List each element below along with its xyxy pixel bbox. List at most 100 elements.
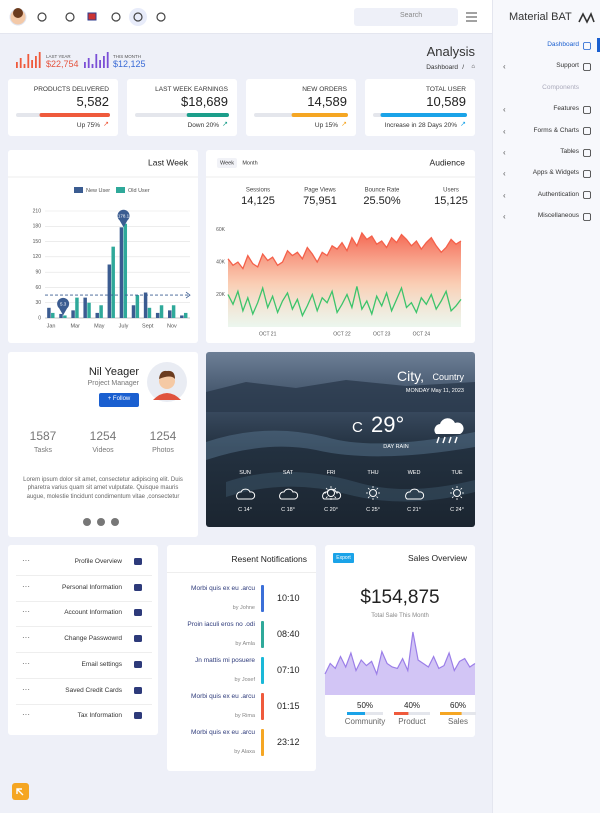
sales-subtitle: Total Sale This Month: [371, 613, 429, 619]
sparkline-bar: [87, 58, 90, 68]
bar: [83, 297, 87, 318]
trend-icon: ↗: [341, 121, 347, 128]
forecast-temp: C 14°: [238, 507, 252, 513]
settings-item[interactable]: Email settings: [81, 660, 122, 668]
tab[interactable]: Month: [242, 160, 257, 166]
sun-ray: [367, 496, 370, 499]
notification-marker: [261, 657, 264, 684]
chart-title: Audience: [430, 157, 466, 167]
sun-ray: [460, 487, 463, 490]
cloud: [236, 488, 256, 500]
stat-value: 10,589: [426, 94, 466, 109]
divider: [16, 575, 152, 576]
sidebar-item[interactable]: Dashboard: [547, 41, 579, 48]
stat-footer: Up 15%: [314, 122, 338, 129]
sidebar-item[interactable]: Tables: [560, 148, 579, 155]
stat-value: 5,582: [76, 94, 109, 109]
cloud: [279, 488, 299, 500]
x-tick-label: May: [94, 323, 105, 329]
card-notifications: Resent Notifications Morbi quis ex eu .ar…: [167, 545, 316, 771]
settings-item[interactable]: Saved Credit Cards: [65, 686, 122, 694]
stat-card: TOTAL USER 10,589 Increase in 28 Days 20% ↗: [365, 79, 475, 136]
forecast-icon: [236, 488, 256, 500]
top-icon[interactable]: [156, 12, 166, 22]
top-icon[interactable]: [133, 12, 143, 22]
bar: [95, 312, 99, 318]
x-tick-label: OCT 24: [413, 331, 431, 337]
settings-item[interactable]: Personal Information: [62, 583, 122, 591]
flag-icon[interactable]: [87, 12, 97, 21]
bar: [75, 297, 79, 318]
icon-highlight: [129, 8, 147, 26]
sidebar-item[interactable]: Miscellaneous: [537, 212, 579, 220]
bar: [143, 292, 148, 318]
social-icon[interactable]: [97, 518, 105, 526]
y-tick-label: 40K: [216, 259, 226, 265]
icon-shape: [583, 169, 591, 178]
brand-logo: [578, 12, 595, 24]
settings-icon: [134, 686, 142, 694]
card-last-week: Last Week New User Old User 0 30 60 90 120 150 18…: [8, 150, 198, 343]
top-icon[interactable]: [37, 12, 47, 22]
kpi-label: Users: [443, 188, 459, 194]
social-icon[interactable]: [83, 518, 91, 526]
sparkline-bar: [91, 64, 94, 68]
bar-fill: [394, 712, 409, 715]
settings-icon: [134, 660, 142, 668]
river: [206, 430, 475, 460]
search-box[interactable]: Search: [354, 8, 458, 26]
sidebar-icon: [583, 212, 591, 221]
progress-fill: [186, 113, 229, 117]
trend-icon: ↗: [460, 121, 466, 128]
settings-item[interactable]: Profile Overview: [74, 558, 122, 565]
sparkline-bar: [106, 52, 109, 68]
top-icon[interactable]: [111, 12, 121, 22]
tab[interactable]: Week: [220, 160, 234, 166]
bar: [135, 295, 140, 318]
floating-button[interactable]: [12, 783, 29, 800]
sidebar-item[interactable]: Apps & Widgets: [532, 169, 579, 177]
bar: [71, 310, 75, 318]
bar-fill: [440, 712, 462, 715]
sidebar: Material BAT Dashboard Support ‹ Components F…: [492, 0, 600, 813]
divider: [16, 626, 152, 628]
settings-item[interactable]: Tax Information: [77, 712, 122, 720]
mountains: [206, 380, 475, 412]
chevron: ‹: [503, 62, 506, 72]
floating-icon: [16, 788, 24, 796]
kpi-value: 25.50%: [363, 195, 401, 207]
legend-swatch: [74, 187, 83, 193]
follow-button[interactable]: + Follow: [99, 393, 139, 407]
icon-shape: [134, 635, 142, 643]
chevron: ‹: [503, 212, 506, 222]
export-button[interactable]: Export: [333, 553, 354, 563]
this-month-label: THIS MONTH: [113, 54, 141, 59]
social-icon[interactable]: [111, 518, 119, 526]
y-tick-label: 20K: [216, 292, 226, 298]
sparkline-bar: [38, 52, 41, 68]
icon-shape: [134, 660, 142, 668]
sidebar-item[interactable]: Support: [556, 62, 579, 70]
breadcrumb: Dashboard: [426, 64, 458, 71]
sidebar-item[interactable]: Features: [553, 105, 579, 113]
sidebar-item[interactable]: Forms & Charts: [533, 126, 579, 134]
notification-time: 07:10: [277, 665, 300, 675]
notification-text: Jn mattis mi posuere: [195, 657, 255, 664]
sparkline-bar: [95, 54, 98, 68]
settings-item[interactable]: Change Passwowrd: [64, 635, 122, 643]
card-settings: ··· Profile Overview ··· Personal Informati…: [8, 545, 158, 735]
area-fill: [228, 232, 461, 327]
sparkline-bar: [103, 56, 105, 68]
breakdown-label: Product: [398, 717, 426, 726]
top-icon[interactable]: [65, 12, 75, 22]
sparkline-bar: [23, 64, 26, 68]
settings-icon: [134, 609, 142, 617]
sun-ray: [367, 487, 370, 490]
sparkline-bar: [31, 60, 33, 68]
y-tick-label: 210: [33, 208, 42, 214]
more-dots: ···: [22, 581, 30, 591]
notification-marker: [261, 585, 264, 612]
sidebar-item[interactable]: Authentication: [537, 190, 579, 198]
bar: [180, 315, 184, 318]
settings-item[interactable]: Account Information: [64, 609, 122, 617]
